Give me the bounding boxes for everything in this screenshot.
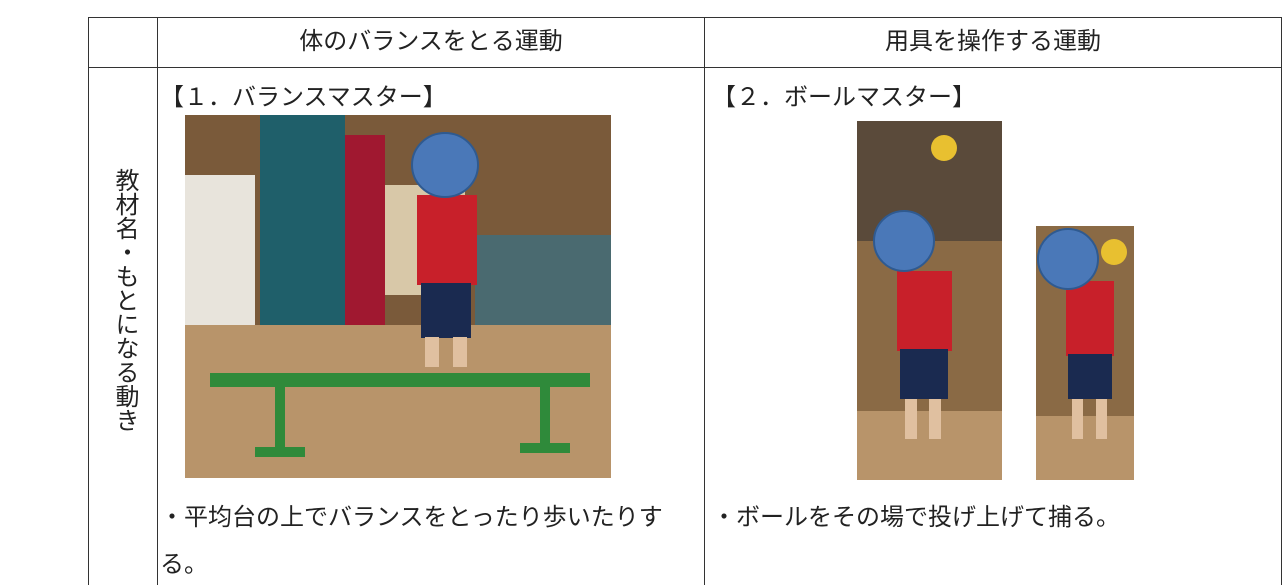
border [157,17,158,585]
border [1281,17,1282,585]
photo-ball-throw [857,121,1002,480]
header-cell: 体のバランスをとる運動 [299,27,563,55]
cell-caption: ・ボールをその場で投げ上げて捕る。 [712,503,1120,531]
header-cell: 用具を操作する運動 [885,27,1101,55]
border [88,17,89,585]
cell-title: 【２．ボールマスター】 [712,83,976,111]
cell-title: 【１．バランスマスター】 [160,83,447,111]
photo-ball-catch [1036,226,1134,480]
border [704,17,705,585]
border [88,17,1282,18]
cell-caption: ・平均台の上でバランスをとったり歩いたりする。 [160,503,663,578]
border [88,67,1282,68]
row-label: 教材名・もとになる動き [111,168,139,432]
photo-balance-beam [185,115,611,478]
